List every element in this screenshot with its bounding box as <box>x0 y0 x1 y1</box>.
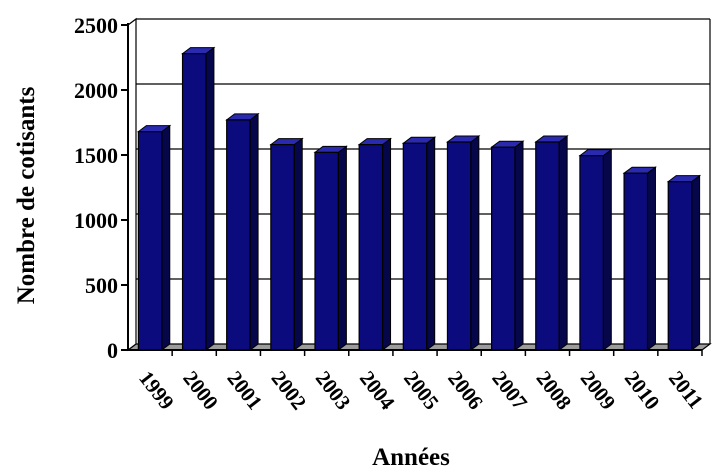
x-tick-label: 2005 <box>399 366 444 414</box>
bar-front <box>623 172 649 351</box>
x-tick-label: 2003 <box>311 366 356 414</box>
bar-front <box>137 131 163 351</box>
bar-side <box>426 136 436 351</box>
bar-side <box>514 140 524 351</box>
x-tick-label: 2009 <box>576 366 621 414</box>
bar-side <box>691 174 701 351</box>
bar-side <box>646 166 656 351</box>
bar-front <box>226 119 251 351</box>
bar-2003 <box>313 145 348 351</box>
x-tick-label: 2000 <box>178 366 223 414</box>
x-tick-label: 2002 <box>267 366 312 414</box>
bar-2004 <box>357 137 393 351</box>
bar-front <box>314 151 339 351</box>
bar-2009 <box>578 148 613 351</box>
x-tick-label: 2007 <box>487 366 532 414</box>
bar-side <box>293 137 303 351</box>
bar-front <box>535 141 560 351</box>
x-tick-label: 2008 <box>532 366 577 414</box>
bar-front <box>358 144 384 351</box>
bar-side <box>470 135 480 351</box>
bar-side <box>558 135 568 351</box>
bar-front <box>491 146 516 351</box>
bar-2002 <box>269 137 304 351</box>
x-tick-label: 2010 <box>620 366 665 414</box>
x-tick-label: 2001 <box>222 366 267 414</box>
bar-side <box>602 148 612 351</box>
bar-2008 <box>534 135 569 351</box>
bar-front <box>579 155 604 351</box>
bar-front <box>270 144 295 351</box>
bar-front <box>181 52 207 351</box>
x-tick-label: 2004 <box>355 366 400 414</box>
y-tick-label: 0 <box>107 338 118 363</box>
bar-front <box>402 142 428 351</box>
bar-side <box>382 137 392 351</box>
y-tick-label: 1500 <box>74 143 118 168</box>
y-tick-labels: 0 500 1000 1500 2000 2500 <box>74 13 118 363</box>
bar-side <box>337 145 347 351</box>
bar-side <box>205 46 215 351</box>
y-tick-label: 2000 <box>74 78 118 103</box>
bar-2000 <box>181 46 216 351</box>
bar-side <box>161 124 171 351</box>
y-tick-label: 1000 <box>74 208 118 233</box>
bar-2007 <box>490 140 525 351</box>
y-tick-label: 500 <box>85 273 118 298</box>
bar-2011 <box>666 174 702 351</box>
bar-front <box>446 141 472 351</box>
bar-2010 <box>622 166 657 351</box>
x-tick-label: 2011 <box>664 366 708 413</box>
bar-2006 <box>445 135 481 351</box>
x-tick-label: 1999 <box>134 366 179 414</box>
bar-front <box>667 181 693 351</box>
bars <box>136 46 702 351</box>
y-axis-title: Nombre de cotisants <box>13 86 40 304</box>
x-tick-labels: 1999 2000 2001 2002 2003 2004 2005 2006 2007 2008… <box>134 366 708 414</box>
bar-2001 <box>225 112 260 351</box>
bar-1999 <box>136 124 172 351</box>
x-tick-label: 2006 <box>443 366 488 414</box>
bar-2005 <box>401 136 437 351</box>
x-axis-title: Années <box>372 444 450 471</box>
left-wall <box>127 17 137 352</box>
bar-side <box>249 112 259 351</box>
y-tick-label: 2500 <box>74 13 118 38</box>
